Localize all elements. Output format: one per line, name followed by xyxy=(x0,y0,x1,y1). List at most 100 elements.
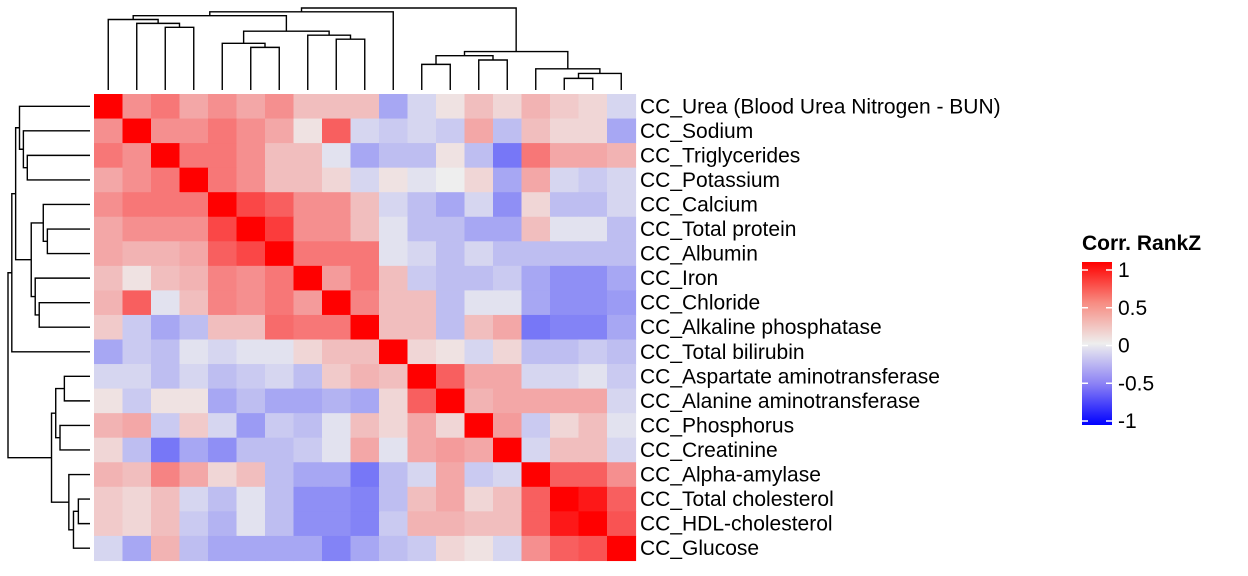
heatmap-cell xyxy=(236,388,266,414)
heatmap-cell xyxy=(122,511,152,537)
heatmap-cell xyxy=(322,143,352,169)
heatmap-cell xyxy=(607,192,637,218)
heatmap-cell xyxy=(578,118,608,144)
heatmap-cell xyxy=(436,290,466,316)
heatmap-cell xyxy=(550,118,580,144)
heatmap-cell xyxy=(550,413,580,439)
heatmap-cell xyxy=(122,339,152,365)
heatmap-cell xyxy=(236,216,266,242)
heatmap-cell xyxy=(607,314,637,341)
heatmap-cell xyxy=(265,388,295,414)
heatmap-cell xyxy=(265,462,295,488)
heatmap-cell xyxy=(94,118,124,144)
heatmap-cell xyxy=(94,290,124,316)
heatmap-cell xyxy=(236,265,266,291)
heatmap-cell xyxy=(578,143,608,169)
heatmap-cell xyxy=(607,437,637,463)
heatmap-cell xyxy=(151,339,181,365)
heatmap-cell xyxy=(208,265,238,291)
heatmap-cell xyxy=(436,94,466,120)
heatmap-cell xyxy=(550,511,580,537)
heatmap-cell xyxy=(578,167,608,193)
heatmap-cell xyxy=(350,388,380,414)
heatmap-cell xyxy=(322,339,352,365)
heatmap-cell xyxy=(578,486,608,512)
heatmap-cell xyxy=(493,437,523,463)
row-label: CC_Sodium xyxy=(640,120,753,143)
row-label: CC_Phosphorus xyxy=(640,414,794,437)
heatmap-cell xyxy=(350,314,380,341)
dendrogram-branch xyxy=(300,7,517,52)
heatmap-cell xyxy=(521,192,551,218)
heatmap-cell xyxy=(521,143,551,169)
heatmap-cell xyxy=(464,216,494,242)
heatmap-cell xyxy=(265,216,295,242)
heatmap-cell xyxy=(493,486,523,512)
heatmap-cell xyxy=(521,314,551,341)
heatmap-cell xyxy=(122,290,152,316)
heatmap-cell xyxy=(265,290,295,316)
heatmap-cell xyxy=(493,192,523,218)
heatmap-cell xyxy=(464,143,494,169)
heatmap-cell xyxy=(407,167,437,193)
heatmap-cell xyxy=(122,265,152,291)
heatmap-cell xyxy=(607,413,637,439)
heatmap-cell xyxy=(493,462,523,488)
dendrogram-branch xyxy=(535,68,601,90)
heatmap-cell xyxy=(379,486,409,512)
heatmap-cell xyxy=(436,118,466,144)
heatmap-cell xyxy=(122,216,152,242)
heatmap-cell xyxy=(607,364,637,390)
heatmap-cell xyxy=(151,192,181,218)
heatmap-cell xyxy=(322,486,352,512)
heatmap-cell xyxy=(265,167,295,193)
heatmap-cell xyxy=(236,486,266,512)
heatmap-cell xyxy=(122,143,152,169)
heatmap-cell xyxy=(94,511,124,537)
heatmap-cell xyxy=(379,462,409,488)
heatmap-cell xyxy=(122,167,152,193)
heatmap-cell xyxy=(122,413,152,439)
heatmap-cell xyxy=(94,216,124,242)
heatmap-cell xyxy=(436,511,466,537)
heatmap-cell xyxy=(550,462,580,488)
heatmap-cell xyxy=(521,437,551,463)
heatmap-cell xyxy=(464,314,494,341)
heatmap-cell xyxy=(493,143,523,169)
heatmap-cell xyxy=(436,486,466,512)
heatmap-cell xyxy=(407,339,437,365)
heatmap-cell xyxy=(179,388,209,414)
heatmap-cell xyxy=(407,192,437,218)
heatmap-cell xyxy=(151,511,181,537)
heatmap-cell xyxy=(236,462,266,488)
heatmap-cell xyxy=(464,535,494,562)
heatmap-cell xyxy=(151,167,181,193)
heatmap-cell xyxy=(179,216,209,242)
heatmap-cell xyxy=(493,364,523,390)
heatmap-cell xyxy=(122,241,152,267)
heatmap-cell xyxy=(322,535,352,562)
dendrogram-branch xyxy=(14,127,32,261)
heatmap-cell xyxy=(607,167,637,193)
heatmap-cell xyxy=(407,511,437,537)
heatmap-cell xyxy=(265,118,295,144)
heatmap-cells xyxy=(94,94,637,562)
heatmap-cell xyxy=(607,265,637,291)
heatmap-cell xyxy=(179,364,209,390)
heatmap-cell xyxy=(151,118,181,144)
dendrogram-branch xyxy=(136,22,181,90)
heatmap-cell xyxy=(350,339,380,365)
dendrogram-branch xyxy=(34,277,90,316)
heatmap-cell xyxy=(550,437,580,463)
heatmap-cell xyxy=(179,437,209,463)
heatmap-cell xyxy=(407,216,437,242)
heatmap-cell xyxy=(607,388,637,414)
heatmap-cell xyxy=(607,94,637,120)
heatmap-cell xyxy=(151,486,181,512)
heatmap-cell xyxy=(179,241,209,267)
heatmap-cell xyxy=(350,118,380,144)
heatmap-cell xyxy=(550,216,580,242)
heatmap-cell xyxy=(436,216,466,242)
row-label: CC_Alpha-amylase xyxy=(640,464,821,487)
heatmap-cell xyxy=(436,143,466,169)
